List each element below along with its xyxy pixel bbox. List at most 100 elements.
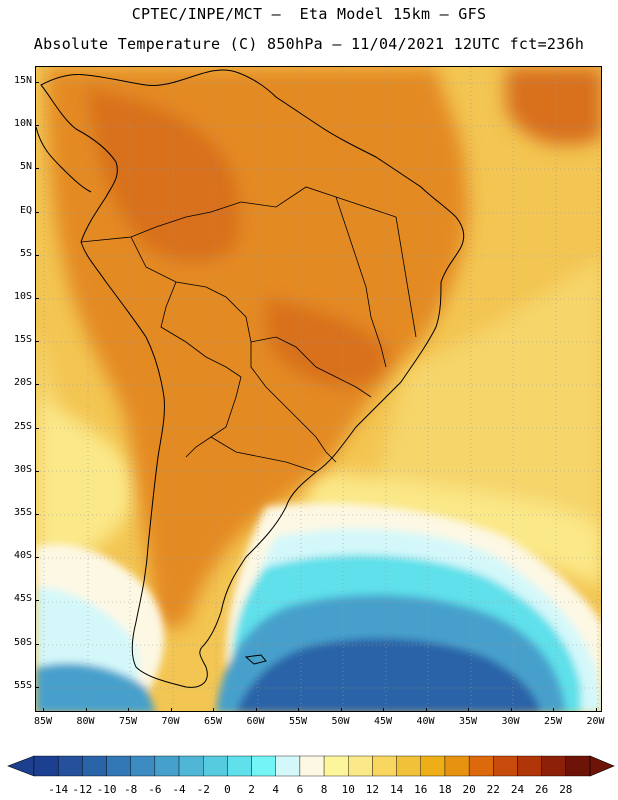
lat-tick-label: 5S <box>19 247 32 259</box>
lon-tick <box>255 708 257 712</box>
colorbar-swatch <box>251 755 276 777</box>
lat-tick-label: 25S <box>13 420 32 432</box>
colorbar-swatch <box>372 755 397 777</box>
lat-tick-label: 45S <box>13 593 32 605</box>
field-neg4c-sw <box>36 663 156 711</box>
colorbar-label: 28 <box>559 783 573 796</box>
colorbar-label: -2 <box>196 783 210 796</box>
colorbar-label: 26 <box>535 783 549 796</box>
lon-tick-label: 50W <box>331 716 350 727</box>
lon-tick-label: 60W <box>246 716 265 727</box>
colorbar-swatch <box>130 755 156 777</box>
lon-tick-label: 65W <box>203 716 223 727</box>
colorbar-swatch <box>82 755 107 777</box>
lat-tick <box>35 168 39 170</box>
colorbar-swatch <box>565 755 591 777</box>
lon-tick <box>595 708 597 712</box>
colorbar-swatch <box>348 755 373 777</box>
lat-tick <box>35 686 39 688</box>
colorbar-label: 14 <box>389 783 404 796</box>
lon-tick-label: 25W <box>543 716 563 727</box>
lat-tick-label: EQ <box>19 204 32 216</box>
lon-tick-label: 40W <box>416 716 435 727</box>
colorbar <box>7 755 615 777</box>
colorbar-swatch <box>33 755 59 777</box>
colorbar-label: 0 <box>224 783 231 796</box>
lon-tick-label: 45W <box>373 716 393 727</box>
colorbar-label: 10 <box>341 783 355 796</box>
colorbar-label: -12 <box>72 783 93 796</box>
lat-tick <box>35 643 39 645</box>
lat-tick-label: 15N <box>13 75 32 86</box>
colorbar-swatch <box>106 755 131 777</box>
lon-tick-label: 55W <box>288 716 308 727</box>
colorbar-swatch <box>396 755 421 777</box>
colorbar-label: 2 <box>248 783 255 796</box>
lon-tick <box>468 708 469 712</box>
colorbar-swatch <box>323 755 349 777</box>
land-field-22c <box>86 87 389 387</box>
lon-tick <box>340 708 342 712</box>
colorbar-swatch <box>517 755 542 777</box>
lat-tick <box>35 341 39 343</box>
colorbar-label: 8 <box>320 783 328 796</box>
lon-tick <box>383 708 384 712</box>
lat-tick-label: 55S <box>13 679 32 691</box>
lat-tick-label: 10N <box>13 118 32 130</box>
colorbar-label: 4 <box>272 783 280 796</box>
colorbar-label: -10 <box>96 783 117 796</box>
colorbar-swatch <box>420 755 446 777</box>
lat-tick <box>35 254 39 256</box>
lon-tick <box>298 708 299 712</box>
colorbar-swatch <box>178 755 204 777</box>
lat-tick-label: 50S <box>13 636 32 648</box>
coastline <box>36 69 465 688</box>
lon-tick <box>510 708 512 712</box>
colorbar-label: 22 <box>486 783 500 796</box>
south-america-coast <box>40 69 465 688</box>
colorbar-swatch <box>299 755 325 777</box>
lon-tick-label: 75W <box>118 716 138 727</box>
title-line-2: Absolute Temperature (C) 850hPa – 11/04/… <box>33 35 585 53</box>
lat-tick-label: 15S <box>13 334 32 346</box>
colorbar-label: 18 <box>438 783 452 796</box>
lat-tick-label: 30S <box>13 463 32 475</box>
central-america <box>36 126 92 193</box>
colorbar-swatch <box>444 755 470 777</box>
lat-tick <box>35 298 39 299</box>
lon-tick <box>43 708 44 712</box>
lon-tick-label: 85W <box>33 716 53 727</box>
colorbar-label: 16 <box>414 783 428 796</box>
lon-tick-label: 20W <box>586 716 605 727</box>
lon-tick <box>425 708 427 712</box>
lat-tick <box>35 427 39 429</box>
gridlines <box>36 67 601 711</box>
colorbar-high-arrow <box>589 755 615 777</box>
colorbar-label: 24 <box>510 783 525 796</box>
lon-tick <box>213 708 214 712</box>
colorbar-label: -14 <box>48 783 69 796</box>
lon-tick <box>128 708 129 712</box>
colorbar-label: -4 <box>172 783 186 796</box>
lon-tick <box>170 708 172 712</box>
ocean-field-24c <box>506 67 601 145</box>
lat-tick-label: 20S <box>13 377 32 389</box>
colorbar-label: 6 <box>296 783 304 796</box>
lat-tick <box>35 384 39 386</box>
lat-tick <box>35 125 39 127</box>
falklands <box>244 654 267 665</box>
lat-tick-label: 35S <box>13 507 32 518</box>
colorbar-swatch <box>57 755 83 777</box>
colorbar-swatch <box>468 755 494 777</box>
lon-tick <box>85 708 87 712</box>
colorbar-swatch <box>227 755 252 777</box>
lat-tick <box>35 211 39 213</box>
colorbar-label: -6 <box>148 783 162 796</box>
colorbar-swatch <box>154 755 180 777</box>
lat-tick-label: 5N <box>19 161 32 173</box>
colorbar-swatch <box>203 755 228 777</box>
field-neg8c <box>236 638 541 711</box>
lat-tick <box>35 82 39 83</box>
lon-tick-label: 80W <box>76 716 95 727</box>
lat-tick <box>35 470 39 472</box>
